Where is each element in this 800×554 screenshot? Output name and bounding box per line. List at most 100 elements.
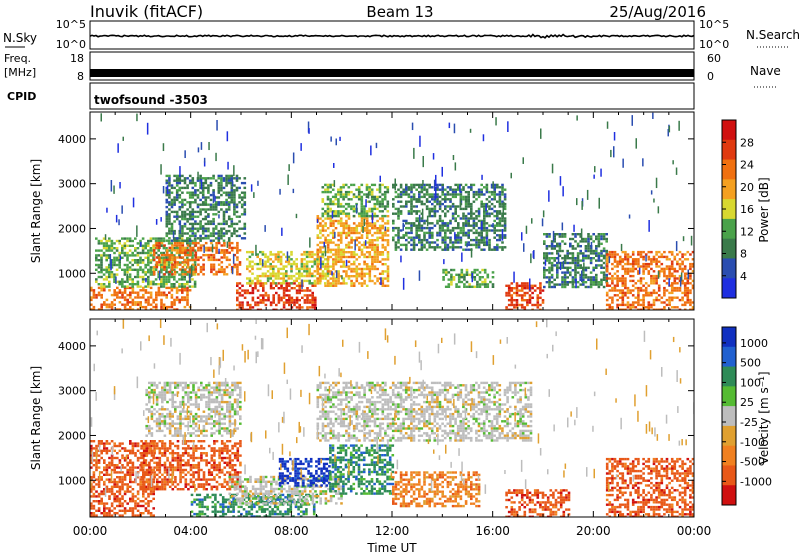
cell <box>488 241 491 244</box>
cell <box>168 253 172 257</box>
cell <box>605 273 608 277</box>
cell <box>481 280 484 284</box>
cell <box>243 186 247 190</box>
echo <box>200 142 203 150</box>
cell <box>428 200 431 203</box>
cell <box>279 250 283 254</box>
cell <box>386 219 390 223</box>
cell <box>275 291 278 295</box>
cell <box>131 492 135 496</box>
cell <box>285 270 288 273</box>
cell <box>162 280 166 283</box>
cell <box>126 449 129 452</box>
cell <box>165 213 169 216</box>
cell <box>188 203 192 206</box>
cell <box>147 509 150 512</box>
cell <box>103 444 106 448</box>
cell <box>673 289 677 292</box>
cell <box>285 294 288 297</box>
echo <box>122 136 124 141</box>
cell <box>579 235 582 238</box>
cell <box>350 183 353 187</box>
cell <box>451 202 455 206</box>
cell <box>423 183 426 187</box>
cell <box>423 226 426 230</box>
cell <box>689 282 692 285</box>
echo <box>653 198 655 203</box>
cell <box>368 186 371 189</box>
cell <box>207 203 210 206</box>
cell <box>108 256 111 259</box>
cell <box>121 471 124 474</box>
cell <box>561 264 564 267</box>
cell <box>589 252 593 255</box>
cell <box>225 249 229 252</box>
cell <box>655 277 658 280</box>
cell <box>165 253 169 257</box>
cell <box>171 268 174 271</box>
cell <box>181 205 184 209</box>
echo <box>203 157 206 163</box>
cell <box>334 212 338 215</box>
cell <box>444 236 447 239</box>
cell <box>147 291 150 294</box>
cell <box>602 285 606 289</box>
cell <box>149 239 153 243</box>
cell <box>92 507 96 510</box>
cell <box>108 490 111 493</box>
echo <box>482 134 485 142</box>
cell <box>113 247 116 250</box>
cell <box>149 266 153 269</box>
cell <box>144 256 147 259</box>
cell <box>264 253 267 256</box>
cell <box>342 183 345 187</box>
cell <box>399 212 403 215</box>
cell <box>162 247 166 250</box>
cell <box>194 239 197 242</box>
cell <box>611 253 614 256</box>
cell <box>647 262 651 266</box>
cell <box>175 289 179 292</box>
cell <box>191 215 195 218</box>
cell <box>553 285 556 289</box>
cell <box>149 271 153 274</box>
cell <box>545 233 549 236</box>
cell <box>186 184 189 187</box>
cell <box>191 266 194 269</box>
cell <box>397 188 400 191</box>
cell <box>652 274 656 278</box>
cell <box>673 270 677 273</box>
cell <box>236 244 239 247</box>
cell <box>123 500 127 503</box>
cell <box>197 246 200 250</box>
cell <box>691 262 694 266</box>
cell <box>285 265 288 268</box>
cell <box>123 492 127 496</box>
cell <box>188 217 192 221</box>
cell <box>344 202 348 206</box>
cell <box>459 183 463 187</box>
cell <box>204 186 208 190</box>
cell <box>655 274 658 278</box>
cell <box>611 289 614 292</box>
cell <box>134 259 137 262</box>
cell <box>490 198 494 201</box>
cell <box>170 222 174 226</box>
cell <box>644 265 648 268</box>
cell <box>576 233 580 236</box>
cell <box>121 488 124 491</box>
cell <box>441 193 444 196</box>
cell <box>454 207 457 211</box>
cell <box>248 260 252 263</box>
cell <box>308 294 312 297</box>
cell <box>676 260 679 263</box>
echo <box>548 190 550 202</box>
cell <box>608 277 612 280</box>
cell <box>587 245 590 248</box>
cell <box>326 246 330 249</box>
cell <box>194 244 198 247</box>
cell <box>520 284 524 287</box>
cell <box>186 263 190 266</box>
cell <box>175 213 179 216</box>
cell <box>178 181 182 185</box>
